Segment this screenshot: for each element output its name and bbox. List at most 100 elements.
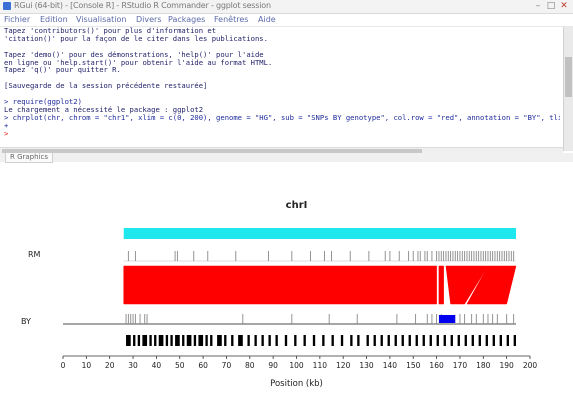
x-tick-label: 110: [313, 361, 328, 370]
gene-feature: [507, 335, 509, 346]
gene-feature: [313, 335, 315, 346]
gene-feature: [142, 335, 147, 346]
x-tick-label: 190: [499, 361, 514, 370]
x-tick-label: 120: [336, 361, 351, 370]
menu-bar: Fichier Edition Visualisation Divers Pac…: [0, 14, 573, 27]
gene-feature: [465, 335, 467, 346]
x-tick-label: 30: [128, 361, 138, 370]
gene-feature: [275, 335, 277, 346]
chromosome-plot: chrI RM BY 0 10 20 30 40 50 60 70 80 90 100 110 120 130 1…: [0, 183, 573, 401]
gene-feature: [261, 335, 263, 346]
gene-feature: [479, 335, 481, 346]
x-tick-label: 70: [222, 361, 232, 370]
gene-feature: [388, 335, 390, 346]
gene-feature: [381, 335, 383, 346]
gene-feature: [238, 335, 243, 346]
gene-feature: [409, 335, 411, 346]
gene-feature: [304, 335, 306, 346]
gene-feature: [182, 335, 184, 346]
x-tick-label: 0: [61, 361, 66, 370]
menu-item-packages[interactable]: Packages: [168, 15, 205, 24]
x-tick-label: 160: [429, 361, 444, 370]
menu-item-aide[interactable]: Aide: [258, 15, 276, 24]
gene-feature: [187, 335, 192, 346]
gene-feature: [175, 335, 180, 346]
console-line: Tapez 'q()' pour quitter R.: [4, 66, 560, 74]
close-button[interactable]: ✕: [558, 1, 570, 11]
chart-title: chrI: [286, 200, 308, 211]
window-title: RGui (64-bit) - [Console R] - RStudio R …: [14, 1, 271, 10]
x-tick-label: 180: [476, 361, 491, 370]
gene-feature: [268, 335, 270, 346]
gene-feature: [224, 335, 226, 346]
console-line: 'citation()' pour la façon de le citer d…: [4, 35, 560, 43]
console-line: [Sauvegarde de la session précédente res…: [4, 82, 560, 90]
gene-feature: [472, 335, 474, 346]
gene-feature: [341, 335, 343, 346]
gene-feature: [437, 335, 439, 346]
track-label-by: BY: [21, 317, 31, 326]
menu-item-fichier[interactable]: Fichier: [4, 15, 30, 24]
x-tick-label: 150: [406, 361, 421, 370]
gene-feature: [367, 335, 369, 346]
coverage-bar: [124, 228, 516, 239]
tab-r-graphics[interactable]: R Graphics: [5, 153, 53, 163]
gene-feature: [285, 335, 287, 346]
menu-item-visualisation[interactable]: Visualisation: [76, 15, 127, 24]
x-tick-label: 200: [523, 361, 538, 370]
gene-feature: [198, 335, 203, 346]
gene-feature: [350, 335, 352, 346]
gene-feature: [294, 335, 296, 346]
gene-feature: [357, 335, 359, 346]
menu-item-fenetres[interactable]: Fenêtres: [214, 15, 248, 24]
title-bar[interactable]: RGui (64-bit) - [Console R] - RStudio R …: [0, 0, 573, 14]
x-tick-label: 130: [359, 361, 374, 370]
gene-feature: [149, 335, 151, 346]
vertical-scrollbar[interactable]: [563, 27, 573, 151]
x-tick-label: 20: [105, 361, 115, 370]
gene-feature: [166, 335, 168, 346]
gene-feature: [247, 335, 249, 346]
x-tick-label: 40: [152, 361, 162, 370]
gene-feature: [395, 335, 397, 346]
minimize-button[interactable]: –: [532, 1, 544, 11]
gene-feature: [138, 335, 140, 346]
gene-feature: [444, 335, 446, 346]
x-tick-label: 10: [82, 361, 92, 370]
gene-feature: [170, 335, 172, 346]
console-output[interactable]: Tapez 'contributors()' pour plus d'infor…: [0, 27, 560, 151]
x-tick-label: 170: [453, 361, 468, 370]
gene-feature: [514, 335, 516, 346]
menu-item-divers[interactable]: Divers: [136, 15, 162, 24]
highlight-block: [439, 315, 455, 323]
gene-feature: [133, 335, 135, 346]
x-tick-label: 80: [245, 361, 255, 370]
gene-feature: [500, 335, 502, 346]
r-app-icon: [3, 2, 11, 10]
gene-feature: [210, 335, 212, 346]
synteny-block: [124, 266, 437, 304]
gene-feature: [205, 335, 207, 346]
gene-feature: [416, 335, 418, 346]
x-tick-label: 100: [289, 361, 304, 370]
x-tick-label: 50: [175, 361, 185, 370]
gene-feature: [402, 335, 404, 346]
x-tick-label: 90: [268, 361, 278, 370]
gene-feature: [430, 335, 432, 346]
gene-feature: [217, 335, 222, 346]
gene-feature: [159, 335, 164, 346]
gene-feature: [154, 335, 156, 346]
gene-feature: [194, 335, 196, 346]
r-console-window: RGui (64-bit) - [Console R] - RStudio R …: [0, 0, 573, 157]
gene-feature: [423, 335, 425, 346]
gene-feature: [458, 335, 460, 346]
gene-feature: [451, 335, 453, 346]
track-label-rm: RM: [28, 250, 41, 259]
maximize-button[interactable]: □: [545, 1, 557, 11]
vertical-scrollbar-thumb[interactable]: [565, 57, 572, 97]
gene-feature: [254, 335, 256, 346]
x-tick-label: 60: [198, 361, 208, 370]
menu-item-edition[interactable]: Edition: [40, 15, 68, 24]
gene-feature: [126, 335, 131, 346]
console-line: > chrplot(chr, chrom = "chr1", xlim = c(…: [4, 114, 560, 122]
